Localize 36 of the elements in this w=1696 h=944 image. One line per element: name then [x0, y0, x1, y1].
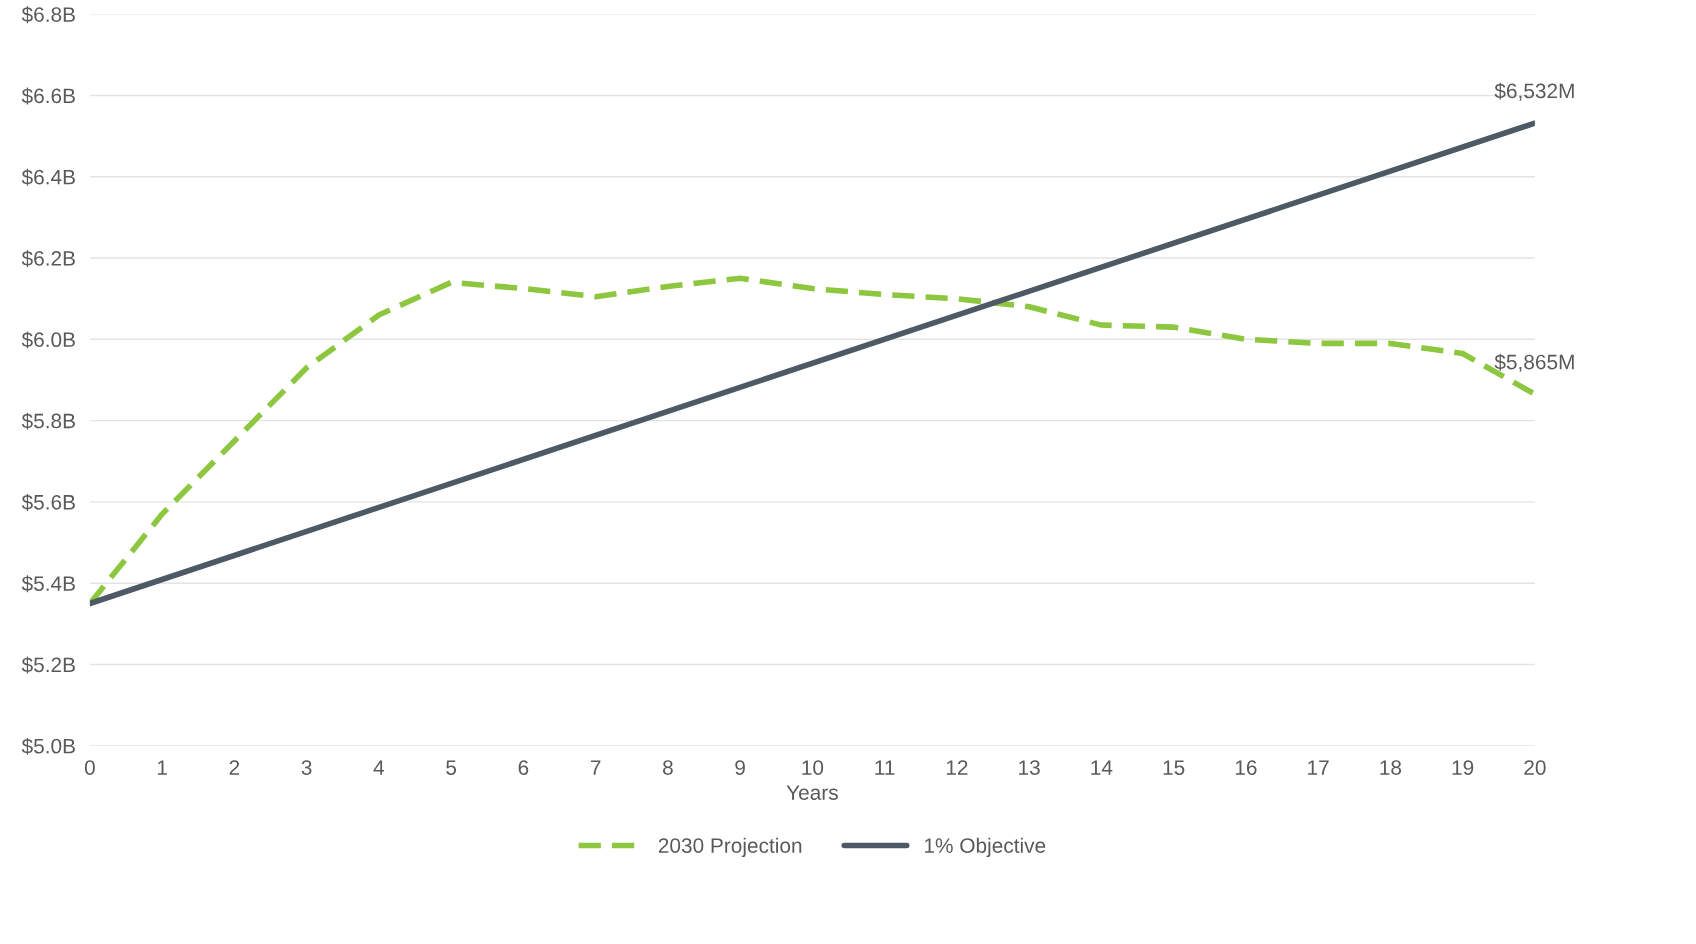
x-tick-label: 10	[802, 760, 824, 775]
x-tick-label: 7	[590, 760, 601, 775]
x-tick-label: 8	[663, 760, 673, 775]
y-tick-label: $6.6B	[21, 87, 75, 105]
y-tick-label: $6.2B	[21, 250, 75, 268]
x-tick-label: 16	[1235, 760, 1257, 775]
x-tick-label: 20	[1524, 760, 1546, 775]
x-tick-label: 15	[1163, 760, 1185, 775]
y-tick-label: $6.0B	[21, 331, 75, 349]
y-tick-label: $5.6B	[21, 494, 75, 511]
x-tick-label: 5	[446, 760, 457, 775]
legend-label: 1% Objective	[924, 837, 1046, 858]
x-axis-title: Years	[786, 785, 838, 800]
y-tick-label: $6.4B	[21, 168, 75, 186]
x-tick-label: 9	[735, 760, 745, 775]
x-tick-label: 4	[373, 760, 385, 775]
y-tick-label: $5.2B	[21, 656, 75, 674]
y-tick-label: $5.0B	[21, 737, 75, 755]
annotation: $5,865M	[1494, 353, 1574, 372]
y-tick-label: $6.8B	[21, 6, 75, 24]
x-tick-label: 19	[1452, 760, 1474, 775]
legend-label: 2030 Projection	[658, 837, 802, 858]
y-tick-label: $5.8B	[21, 412, 75, 430]
x-tick-label: 0	[84, 760, 95, 775]
x-tick-label: 13	[1019, 760, 1040, 775]
x-tick-label: 17	[1308, 760, 1329, 775]
x-tick-label: 6	[518, 760, 529, 775]
x-tick-label: 12	[946, 760, 968, 775]
x-tick-label: 2	[229, 760, 240, 775]
x-tick-label: 11	[875, 760, 895, 775]
x-tick-label: 14	[1091, 760, 1113, 775]
x-tick-label: 18	[1380, 760, 1402, 775]
x-tick-label: 1	[157, 760, 167, 775]
x-tick-label: 3	[301, 760, 312, 775]
y-tick-label: $5.4B	[21, 575, 75, 593]
annotation: $6,532M	[1494, 82, 1574, 101]
